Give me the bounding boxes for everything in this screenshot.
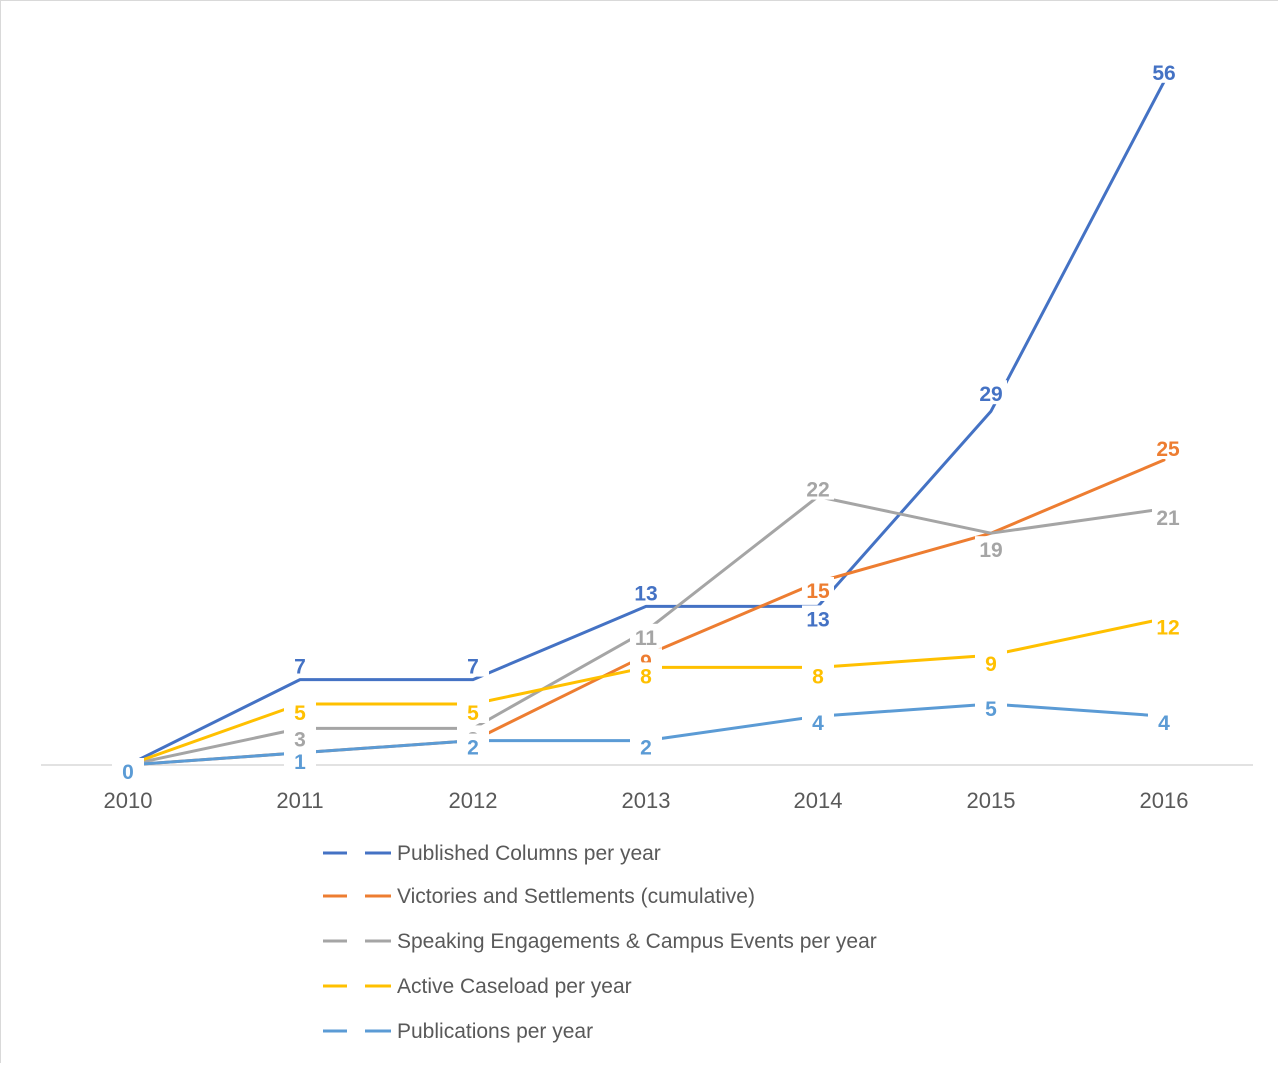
- data-label-bg: [802, 709, 834, 734]
- data-label-bg: [802, 475, 834, 500]
- data-label-bg: [630, 623, 662, 648]
- data-label: 12: [1156, 617, 1179, 640]
- legend-item-3: Active Caseload per year: [323, 975, 632, 998]
- data-label: 2: [467, 737, 479, 760]
- data-label-bg: [975, 380, 1007, 405]
- data-label: 7: [467, 656, 479, 679]
- data-label: 5: [985, 698, 997, 721]
- data-label-bg: [457, 652, 489, 677]
- data-label: 5: [294, 702, 306, 725]
- x-tick-label: 2014: [794, 788, 843, 813]
- data-label: 25: [1156, 438, 1180, 461]
- legend-label: Speaking Engagements & Campus Events per…: [397, 930, 877, 953]
- data-label-bg: [630, 579, 662, 604]
- data-label-bg: [284, 652, 316, 677]
- data-label: 13: [806, 608, 829, 631]
- data-label: 5: [467, 702, 479, 725]
- legend: Published Columns per year Victories and …: [323, 842, 877, 1043]
- data-label-bg: [284, 699, 316, 723]
- data-label: 19: [979, 539, 1002, 562]
- data-label: 2: [640, 737, 652, 760]
- data-label: 4: [1158, 712, 1170, 735]
- legend-item-1: Victories and Settlements (cumulative): [323, 885, 755, 908]
- data-label-bg: [975, 695, 1007, 719]
- data-label: 56: [1152, 62, 1175, 85]
- data-label-bg: [284, 747, 316, 772]
- legend-label: Active Caseload per year: [397, 975, 632, 998]
- data-label-bg: [457, 699, 489, 723]
- data-label-bg: [1148, 709, 1180, 734]
- data-label-bg: [802, 662, 834, 687]
- data-label: 11: [635, 627, 658, 650]
- x-tick-label: 2012: [449, 788, 498, 813]
- data-label: 4: [812, 712, 824, 735]
- data-label-bg: [802, 605, 834, 630]
- data-label-bg: [1148, 58, 1180, 83]
- data-label: 13: [634, 582, 657, 605]
- data-label: 9: [985, 653, 997, 676]
- data-label: 8: [640, 665, 652, 688]
- data-label-bg: [1152, 613, 1184, 638]
- data-label-bg: [457, 733, 489, 758]
- legend-item-2: Speaking Engagements & Campus Events per…: [323, 930, 877, 953]
- data-label: 15: [806, 580, 830, 603]
- data-labels: 771313295691525331122192155889120122454: [112, 58, 1184, 784]
- x-tick-label: 2010: [104, 788, 153, 813]
- legend-label: Publications per year: [397, 1020, 593, 1043]
- x-tick-label: 2011: [276, 788, 323, 813]
- data-label: 1: [294, 751, 306, 774]
- data-label: 0: [122, 761, 134, 784]
- data-label-bg: [112, 758, 144, 782]
- legend-label: Victories and Settlements (cumulative): [397, 885, 755, 908]
- legend-item-0: Published Columns per year: [323, 842, 661, 865]
- data-label-bg: [975, 650, 1007, 675]
- series-line-1: [126, 458, 1166, 767]
- data-label-bg: [1152, 503, 1184, 528]
- x-tick-label: 2015: [967, 788, 1016, 813]
- x-tick-label: 2016: [1140, 788, 1189, 813]
- data-label-bg: [630, 733, 662, 758]
- data-label-bg: [1152, 435, 1184, 459]
- series-line-0: [126, 80, 1166, 767]
- data-label-bg: [802, 577, 834, 601]
- data-label: 21: [1156, 507, 1180, 530]
- data-label: 22: [806, 479, 829, 502]
- data-label-bg: [284, 725, 316, 750]
- data-label-bg: [975, 536, 1007, 561]
- x-axis-ticks: 2010 2011 2012 2013 2014 2015 2016: [104, 788, 1189, 813]
- data-label-bg: [630, 662, 662, 687]
- data-label: 29: [979, 383, 1002, 406]
- legend-label: Published Columns per year: [397, 842, 661, 865]
- x-tick-label: 2013: [622, 788, 671, 813]
- data-label: 7: [294, 656, 306, 679]
- data-label: 3: [294, 728, 306, 751]
- data-label: 8: [812, 665, 824, 688]
- legend-item-4: Publications per year: [323, 1020, 593, 1043]
